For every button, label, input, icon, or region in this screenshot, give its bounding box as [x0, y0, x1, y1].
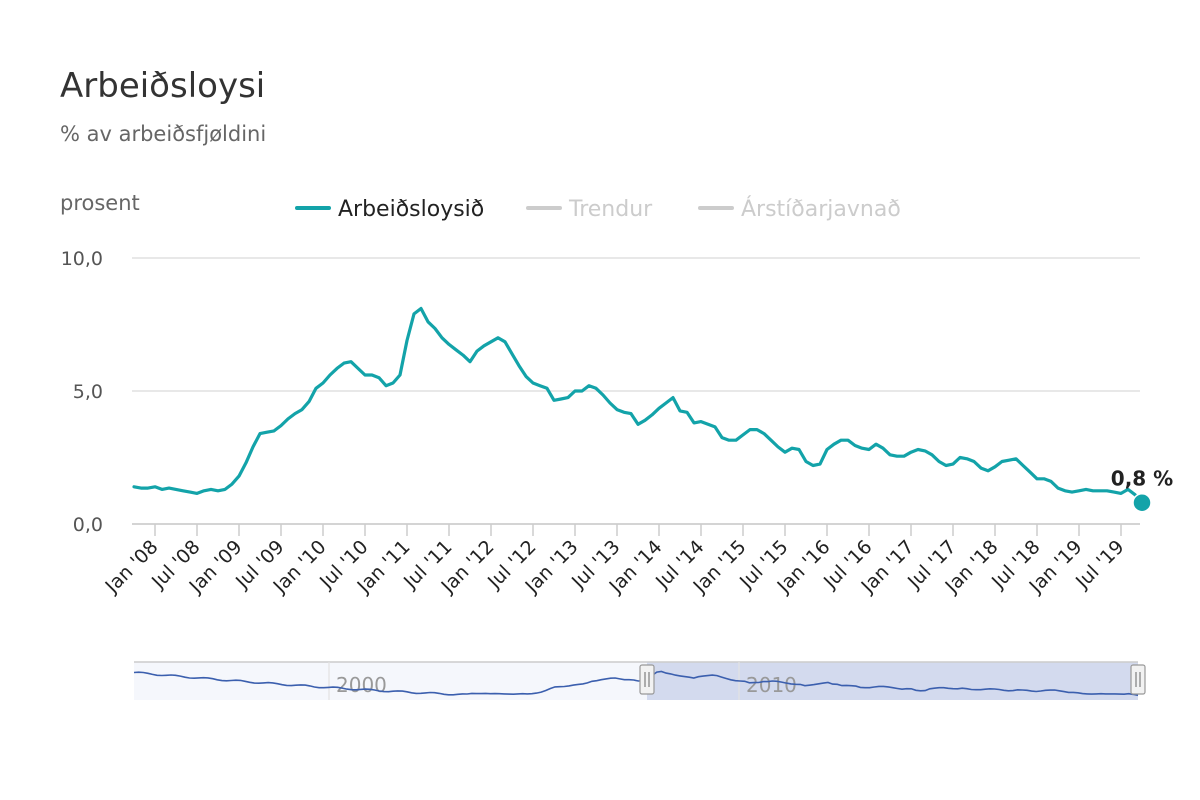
- y-tick-label: 5,0: [73, 381, 103, 403]
- navigator-series-line: [133, 670, 1139, 697]
- legend[interactable]: Arbeiðsloysið Trendur Árstíðarjavnað: [295, 196, 901, 222]
- legend-item-2[interactable]: Trendur: [526, 197, 653, 222]
- navigator[interactable]: 2000 2010: [133, 661, 1146, 700]
- y-tick-label: 10,0: [61, 248, 103, 270]
- x-tick-label: Jan '08: [100, 536, 162, 598]
- navigator-label: 2010: [746, 673, 797, 697]
- handle-grip: [1130, 664, 1146, 695]
- legend-label: Trendur: [568, 197, 653, 222]
- legend-label: Arbeiðsloysið: [338, 197, 484, 222]
- handle-grip: [639, 664, 655, 695]
- navigator-handle-right[interactable]: [1130, 664, 1146, 695]
- end-value-label: 0,8 %: [1111, 467, 1173, 491]
- navigator-selection[interactable]: [647, 662, 1138, 700]
- grid-lines: [132, 257, 1140, 525]
- series-line-arbeidsloysid[interactable]: [132, 306, 1144, 505]
- navigator-handle-left[interactable]: [639, 664, 655, 695]
- legend-item-3[interactable]: Árstíðarjavnað: [698, 196, 901, 222]
- legend-item-1[interactable]: Arbeiðsloysið: [295, 197, 484, 222]
- y-axis-unit-label: prosent: [60, 191, 140, 215]
- legend-label: Árstíðarjavnað: [741, 196, 901, 222]
- chart-subtitle: % av arbeiðsfjøldini: [60, 122, 267, 146]
- chart-title: Arbeiðsloysi: [60, 66, 266, 106]
- end-point-marker[interactable]: [1132, 492, 1152, 513]
- navigator-label: 2000: [336, 673, 387, 697]
- x-tick-label: Jul '19: [1071, 536, 1129, 594]
- y-tick-label: 0,0: [73, 514, 103, 536]
- y-axis: 0,0 5,0 10,0: [61, 248, 103, 536]
- series-layer[interactable]: 0,8 %: [132, 306, 1173, 513]
